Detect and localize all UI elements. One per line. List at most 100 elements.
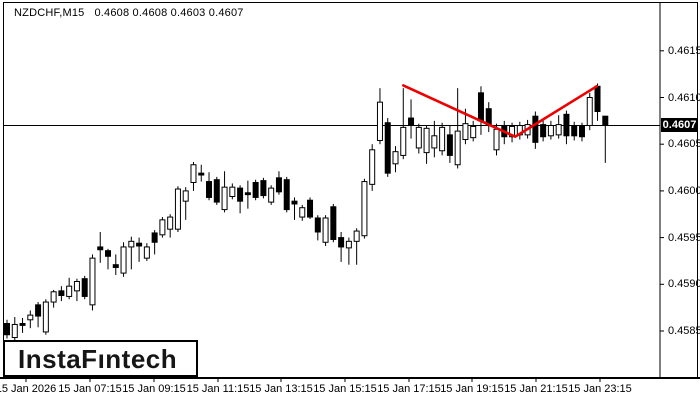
bear-candle: [446, 134, 453, 156]
bear-candle: [578, 125, 585, 138]
instafintech-logo: InstaFıntech: [3, 340, 198, 377]
bull-candle: [392, 151, 399, 165]
bear-candle: [594, 85, 601, 113]
price-axis-label: 0.4600: [668, 184, 700, 197]
bull-candle: [509, 125, 516, 138]
bear-candle: [307, 199, 314, 218]
bear-candle: [136, 242, 143, 247]
bull-candle: [11, 323, 18, 339]
bull-candle: [431, 135, 438, 149]
time-axis-label: 15 Jan 11:15: [186, 383, 250, 395]
bear-candle: [260, 180, 267, 197]
bull-candle: [128, 240, 135, 248]
bear-candle: [540, 124, 547, 138]
bull-candle: [547, 125, 554, 137]
bear-candle: [330, 206, 337, 240]
bear-candle: [97, 246, 104, 251]
bull-candle: [439, 126, 446, 152]
bull-candle: [299, 207, 306, 218]
current-price-tag: 0.4607: [661, 118, 698, 132]
bull-candle: [174, 188, 181, 230]
price-axis-label: 0.4605: [668, 138, 700, 151]
bull-candle: [268, 187, 275, 203]
bull-candle: [462, 123, 469, 141]
time-axis-label: 15 Jan 2026: [0, 383, 57, 395]
bear-candle: [105, 250, 112, 257]
bear-candle: [35, 304, 42, 317]
bull-candle: [353, 230, 360, 242]
bull-candle: [27, 314, 34, 321]
bear-candle: [213, 179, 220, 203]
bear-candle: [198, 172, 205, 176]
ohlc-values-label: 0.4608 0.4608 0.4603 0.4607: [94, 7, 244, 19]
bull-candle: [361, 181, 368, 237]
bull-candle: [167, 216, 174, 230]
chart-frame: [3, 2, 698, 379]
chart-header: NZDCHF,M15 0.4608 0.4608 0.4603 0.4607: [14, 7, 244, 19]
bull-candle: [182, 190, 189, 202]
symbol-timeframe-label: NZDCHF,M15: [14, 7, 85, 19]
bull-candle: [229, 186, 236, 198]
bull-candle: [89, 257, 96, 306]
bull-candle: [470, 125, 477, 139]
bull-candle: [221, 186, 228, 211]
bear-candle: [563, 113, 570, 137]
bear-candle: [408, 117, 415, 127]
time-axis-label: 15 Jan 23:15: [568, 383, 632, 395]
price-axis-label: 0.4585: [668, 325, 700, 337]
bear-candle: [532, 115, 539, 143]
bull-candle: [190, 164, 197, 183]
bull-candle: [50, 291, 57, 303]
time-axis-label: 15 Jan 09:15: [122, 383, 186, 395]
bull-candle: [423, 127, 430, 154]
price-axis-label: 0.4610: [668, 91, 700, 104]
bear-candle: [244, 192, 251, 196]
bull-candle: [159, 219, 166, 236]
bear-candle: [291, 200, 298, 205]
bear-candle: [4, 323, 10, 336]
bull-candle: [120, 246, 127, 274]
bear-candle: [571, 125, 578, 137]
bull-candle: [73, 280, 80, 292]
bull-candle: [143, 246, 150, 259]
bear-candle: [252, 181, 259, 198]
bear-candle: [206, 181, 213, 198]
time-axis-label: 15 Jan 07:15: [58, 383, 122, 395]
time-axis-label: 15 Jan 17:15: [377, 383, 441, 395]
bull-candle: [322, 217, 329, 243]
bear-candle: [338, 237, 345, 248]
bull-candle: [369, 149, 376, 185]
bear-candle: [283, 179, 290, 211]
bear-candle: [275, 177, 282, 193]
price-axis-label: 0.4590: [668, 278, 700, 291]
time-axis-label: 15 Jan 15:15: [313, 383, 377, 395]
bear-candle: [112, 264, 119, 268]
time-axis-label: 15 Jan 19:15: [440, 383, 504, 395]
bear-candle: [237, 187, 244, 202]
bull-candle: [400, 126, 407, 156]
bull-candle: [555, 124, 562, 136]
bear-candle: [81, 278, 88, 297]
bear-candle: [58, 290, 65, 297]
time-axis-label: 15 Jan 21:15: [504, 383, 568, 395]
price-axis-label: 0.4595: [668, 231, 700, 244]
bull-candle: [454, 130, 461, 166]
bear-candle: [384, 122, 391, 174]
bear-candle: [314, 217, 321, 233]
logo-text: InstaFıntech: [18, 343, 178, 374]
bear-candle: [477, 92, 484, 122]
bull-candle: [66, 285, 73, 297]
bull-candle: [42, 301, 49, 333]
bear-candle: [19, 323, 26, 326]
zigzag-trendline: [401, 84, 599, 139]
bull-candle: [376, 101, 383, 141]
bull-candle: [493, 128, 500, 151]
bull-candle: [345, 240, 352, 249]
bear-candle: [151, 232, 158, 243]
price-axis-label: 0.4615: [668, 44, 700, 57]
bull-candle: [415, 126, 422, 149]
bull-candle: [586, 97, 593, 127]
bear-candle: [602, 115, 609, 127]
